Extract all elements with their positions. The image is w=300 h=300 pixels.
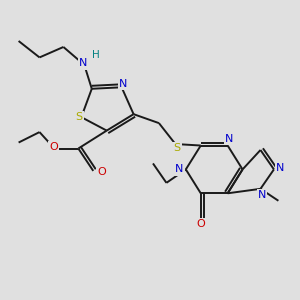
Text: N: N bbox=[258, 190, 266, 200]
Text: N: N bbox=[119, 79, 127, 89]
Text: O: O bbox=[50, 142, 58, 152]
Text: N: N bbox=[79, 58, 87, 68]
Text: S: S bbox=[75, 112, 82, 122]
Text: N: N bbox=[175, 164, 184, 174]
Text: N: N bbox=[225, 134, 233, 144]
Text: N: N bbox=[276, 163, 285, 173]
Text: H: H bbox=[92, 50, 100, 60]
Text: O: O bbox=[196, 219, 205, 229]
Text: S: S bbox=[173, 142, 180, 153]
Text: O: O bbox=[97, 167, 106, 177]
